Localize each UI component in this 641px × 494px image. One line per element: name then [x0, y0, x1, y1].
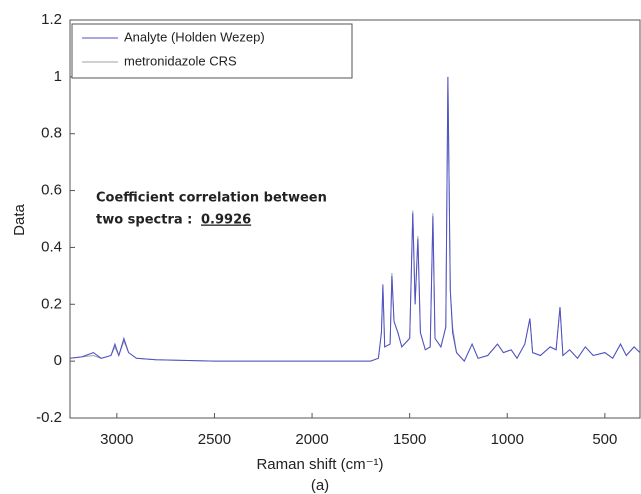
annotation: Coefficient correlation between [96, 191, 327, 206]
legend-label: metronidazole CRS [124, 53, 237, 68]
legend-label: Analyte (Holden Wezep) [124, 29, 265, 44]
y-tick-label: 0.4 [41, 238, 62, 255]
y-tick-label: 1.2 [41, 11, 62, 28]
x-axis-title: Raman shift (cm⁻¹) [256, 456, 383, 473]
annotation-value: 0.9926 [201, 213, 251, 228]
y-tick-label: 0.2 [41, 295, 62, 312]
y-tick-label: -0.2 [36, 409, 62, 426]
x-tick-label: 3000 [100, 431, 133, 448]
caption: (a) [311, 477, 329, 494]
y-tick-label: 0.8 [41, 125, 62, 142]
x-tick-label: 500 [592, 431, 617, 448]
y-axis-title: Data [11, 204, 28, 236]
plot-frame [69, 19, 641, 419]
legend-box [71, 23, 353, 79]
x-tick-label: 2500 [198, 431, 231, 448]
y-tick-label: 0.6 [41, 182, 62, 199]
series-line [69, 76, 641, 362]
x-tick-label: 1500 [393, 431, 426, 448]
x-tick-label: 2000 [295, 431, 328, 448]
x-tick-label: 1000 [491, 431, 524, 448]
y-tick-label: 0 [54, 352, 62, 369]
y-tick-label: 1 [54, 68, 62, 85]
annotation: two spectra : [96, 213, 192, 228]
